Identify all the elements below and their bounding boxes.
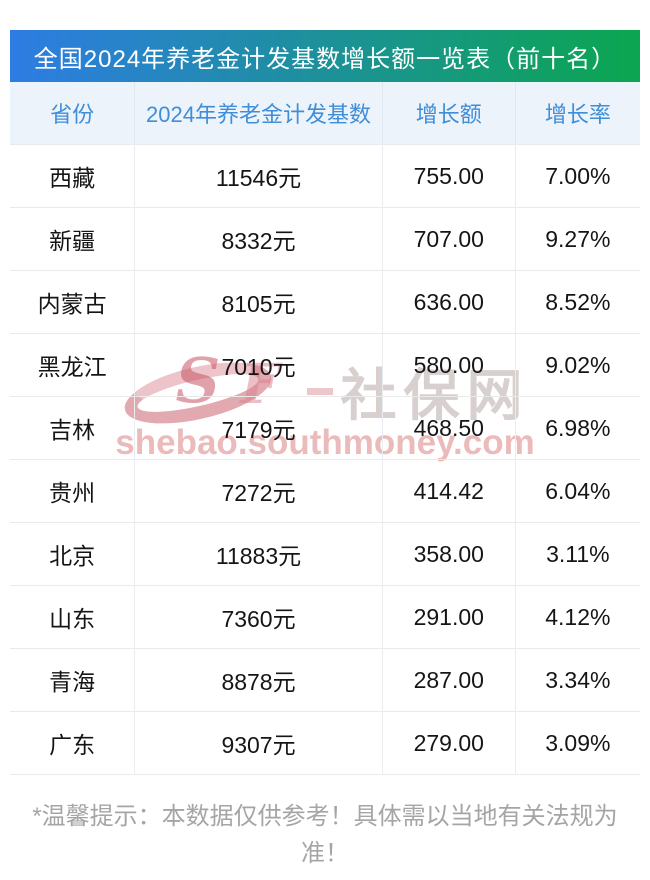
cell-growth: 291.00 [382, 585, 516, 649]
cell-growth: 580.00 [382, 333, 516, 397]
cell-base: 7179元 [134, 396, 383, 460]
cell-rate: 9.02% [515, 333, 640, 397]
table-row: 青海 8878元 287.00 3.34% [10, 648, 640, 712]
cell-province: 新疆 [10, 207, 136, 271]
cell-base: 7272元 [134, 459, 383, 523]
cell-growth: 287.00 [382, 648, 516, 712]
column-header-growth: 增长额 [382, 82, 516, 145]
cell-base: 8878元 [134, 648, 383, 712]
table-row: 西藏 11546元 755.00 7.00% [10, 144, 640, 208]
cell-growth: 279.00 [382, 711, 516, 775]
cell-province: 贵州 [10, 459, 136, 523]
cell-base: 7010元 [134, 333, 383, 397]
cell-growth: 707.00 [382, 207, 516, 271]
table-row: 新疆 8332元 707.00 9.27% [10, 207, 640, 271]
cell-growth: 414.42 [382, 459, 516, 523]
table-header-row: 省份 2024年养老金计发基数 增长额 增长率 [10, 82, 640, 145]
cell-province: 广东 [10, 711, 136, 775]
cell-rate: 3.34% [515, 648, 640, 712]
cell-rate: 9.27% [515, 207, 640, 271]
column-header-base: 2024年养老金计发基数 [134, 82, 383, 145]
table-row: 黑龙江 7010元 580.00 9.02% [10, 333, 640, 397]
table-row: 广东 9307元 279.00 3.09% [10, 711, 640, 775]
table-row: 贵州 7272元 414.42 6.04% [10, 459, 640, 523]
cell-base: 11546元 [134, 144, 383, 208]
cell-base: 7360元 [134, 585, 383, 649]
cell-rate: 3.11% [515, 522, 640, 586]
cell-base: 11883元 [134, 522, 383, 586]
cell-province: 吉林 [10, 396, 136, 460]
page-title: 全国2024年养老金计发基数增长额一览表（前十名） [10, 30, 640, 82]
cell-province: 青海 [10, 648, 136, 712]
table-row: 北京 11883元 358.00 3.11% [10, 522, 640, 586]
cell-rate: 6.04% [515, 459, 640, 523]
cell-growth: 358.00 [382, 522, 516, 586]
cell-province: 山东 [10, 585, 136, 649]
cell-base: 9307元 [134, 711, 383, 775]
column-header-province: 省份 [10, 82, 136, 145]
cell-rate: 3.09% [515, 711, 640, 775]
cell-rate: 4.12% [515, 585, 640, 649]
cell-growth: 755.00 [382, 144, 516, 208]
cell-province: 北京 [10, 522, 136, 586]
table-row: 吉林 7179元 468.50 6.98% [10, 396, 640, 460]
pension-base-table: 省份 2024年养老金计发基数 增长额 增长率 西藏 11546元 755.00… [10, 82, 640, 775]
cell-rate: 6.98% [515, 396, 640, 460]
cell-province: 内蒙古 [10, 270, 136, 334]
table-row: 内蒙古 8105元 636.00 8.52% [10, 270, 640, 334]
cell-province: 黑龙江 [10, 333, 136, 397]
table-row: 山东 7360元 291.00 4.12% [10, 585, 640, 649]
cell-rate: 8.52% [515, 270, 640, 334]
footer-disclaimer: *温馨提示：本数据仅供参考！具体需以当地有关法规为准！ [32, 803, 618, 867]
cell-growth: 636.00 [382, 270, 516, 334]
column-header-rate: 增长率 [515, 82, 640, 145]
cell-growth: 468.50 [382, 396, 516, 460]
cell-province: 西藏 [10, 144, 136, 208]
cell-base: 8105元 [134, 270, 383, 334]
cell-base: 8332元 [134, 207, 383, 271]
cell-rate: 7.00% [515, 144, 640, 208]
